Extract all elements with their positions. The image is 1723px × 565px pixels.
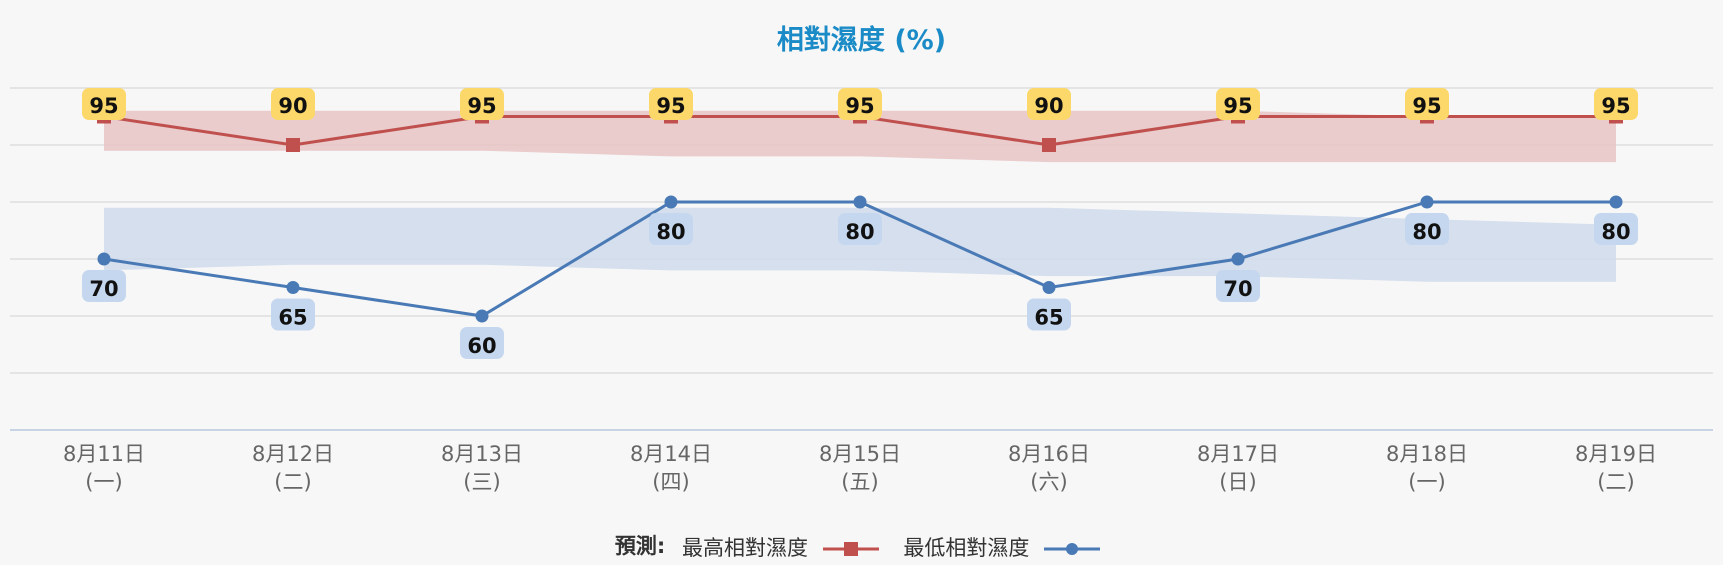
data-point[interactable] [475, 309, 489, 323]
data-label-box [1027, 298, 1071, 331]
x-tick-label: 8月12日 (二) [223, 440, 363, 496]
data-label-box [271, 298, 315, 331]
data-label-box [1027, 88, 1071, 120]
data-label-box [1216, 270, 1260, 302]
data-label-box [1405, 213, 1449, 245]
data-point[interactable] [1042, 138, 1056, 152]
data-label-box [649, 213, 693, 245]
data-label: 95 [467, 94, 496, 118]
data-label-box [82, 270, 126, 302]
x-tick-label: 8月16日 (六) [979, 440, 1119, 496]
data-point[interactable] [1609, 195, 1623, 209]
data-label: 90 [1034, 94, 1063, 118]
data-label: 95 [1601, 94, 1630, 118]
x-tick-date: 8月14日 [629, 442, 713, 466]
x-tick-date: 8月19日 [1574, 442, 1658, 466]
x-tick-weekday: (二) [274, 470, 312, 494]
data-label-box [838, 88, 882, 120]
data-label: 65 [278, 306, 307, 330]
data-label-box [1405, 88, 1449, 120]
data-point[interactable] [1420, 195, 1434, 209]
x-tick-weekday: (六) [1030, 470, 1068, 494]
data-point[interactable] [1042, 281, 1056, 294]
x-tick-weekday: (一) [85, 470, 123, 494]
data-label-box [649, 88, 693, 120]
data-label-box [271, 88, 315, 120]
data-label: 95 [89, 94, 118, 118]
x-tick-date: 8月17日 [1196, 442, 1280, 466]
data-label: 60 [467, 334, 496, 358]
legend-prefix: 預測: [614, 534, 666, 558]
square-marker-icon [822, 542, 879, 556]
x-tick-label: 8月13日 (三) [412, 440, 552, 496]
data-point[interactable] [286, 281, 300, 294]
x-tick-label: 8月14日 (四) [601, 440, 741, 496]
data-label-box [1594, 88, 1638, 120]
data-label-box [460, 327, 504, 359]
data-point[interactable] [1231, 252, 1245, 266]
data-label: 70 [89, 277, 118, 301]
data-point[interactable] [286, 138, 300, 152]
x-tick-date: 8月12日 [251, 442, 335, 466]
data-label: 90 [278, 94, 307, 118]
data-label: 95 [1223, 94, 1252, 118]
data-label-box [1216, 88, 1260, 120]
data-label: 95 [1412, 94, 1441, 118]
legend-item-max[interactable]: 最高相對濕度 [682, 532, 887, 562]
x-tick-date: 8月18日 [1385, 442, 1469, 466]
x-tick-label: 8月18日 (一) [1357, 440, 1497, 496]
data-point[interactable] [97, 252, 111, 266]
legend-item-min[interactable]: 最低相對濕度 [903, 532, 1108, 562]
data-label-box [838, 213, 882, 245]
data-label: 70 [1223, 277, 1252, 301]
x-tick-label: 8月11日 (一) [34, 440, 174, 496]
data-point[interactable] [853, 195, 867, 209]
data-label: 95 [656, 94, 685, 118]
data-label: 80 [656, 220, 685, 244]
x-tick-date: 8月15日 [818, 442, 902, 466]
chart-title: 相對濕度 (%) [776, 25, 947, 56]
circle-marker-icon [1044, 543, 1101, 555]
x-tick-label: 8月17日 (日) [1168, 440, 1308, 496]
legend-label-max: 最高相對濕度 [682, 536, 809, 560]
max-band [104, 110, 1616, 163]
x-tick-weekday: (三) [463, 470, 501, 494]
legend: 預測: 最高相對濕度 最低相對濕度 [0, 530, 1723, 562]
x-tick-date: 8月16日 [1007, 442, 1091, 466]
x-tick-weekday: (五) [841, 470, 879, 494]
legend-label-min: 最低相對濕度 [903, 536, 1030, 560]
data-label: 80 [845, 220, 874, 244]
x-tick-weekday: (一) [1408, 470, 1446, 494]
data-label: 80 [1601, 220, 1630, 244]
data-label: 95 [845, 94, 874, 118]
data-label-box [82, 88, 126, 120]
x-tick-date: 8月11日 [62, 442, 146, 466]
x-tick-weekday: (二) [1597, 470, 1635, 494]
x-tick-label: 8月15日 (五) [790, 440, 930, 496]
x-tick-weekday: (四) [652, 470, 690, 494]
data-label-box [1594, 213, 1638, 245]
x-tick-weekday: (日) [1219, 470, 1257, 494]
data-label: 80 [1412, 220, 1441, 244]
data-labels: 95 90 95 95 95 90 95 95 95 70 65 60 80 80 65 70 80 80 [82, 88, 1638, 359]
data-label: 65 [1034, 306, 1063, 330]
x-tick-label: 8月19日 (二) [1546, 440, 1686, 496]
data-point[interactable] [664, 195, 678, 209]
data-label-box [460, 88, 504, 120]
x-tick-date: 8月13日 [440, 442, 524, 466]
